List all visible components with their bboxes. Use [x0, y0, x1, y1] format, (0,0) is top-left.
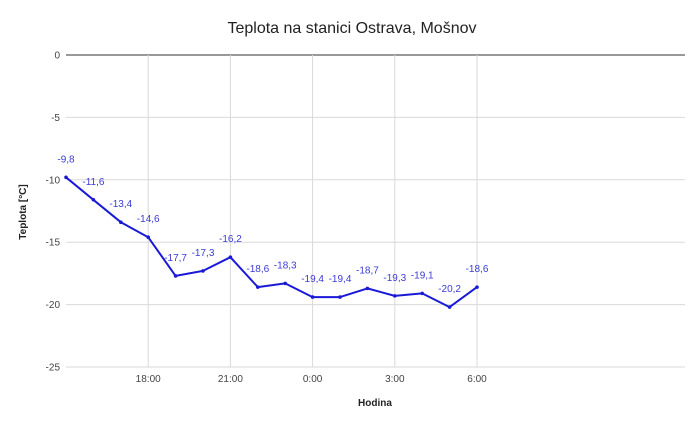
data-label: -13,4: [109, 199, 132, 210]
grid-lines: [66, 54, 685, 368]
chart-title: Teplota na stanici Ostrava, Mošnov: [227, 20, 476, 37]
data-label: -18,7: [356, 265, 379, 276]
data-point: [228, 255, 233, 259]
data-point: [64, 175, 68, 180]
series-line: [65, 176, 478, 309]
data-point: [365, 286, 370, 291]
y-tick-label: 0: [54, 51, 60, 62]
x-tick-label: 21:00: [218, 374, 243, 385]
data-label: -19,4: [301, 274, 324, 285]
data-label: -14,6: [137, 214, 160, 225]
data-point: [173, 274, 178, 278]
x-tick-label: 6:00: [467, 374, 487, 385]
y-tick-label: -15: [46, 238, 61, 249]
data-labels: -9,8-11,6-13,4-14,6-17,7 -17,3-16,2-18,6-…: [57, 154, 488, 295]
data-label: -17,3: [192, 248, 215, 259]
data-label: -18,6: [246, 264, 269, 275]
data-label: -11,6: [82, 177, 104, 188]
y-tick-label: -20: [46, 300, 61, 311]
data-label: -19,3: [383, 273, 406, 284]
data-point: [91, 197, 96, 202]
y-tick-label: -10: [46, 175, 61, 186]
data-label: -16,2: [219, 234, 242, 245]
data-point: [283, 281, 288, 286]
data-point: [119, 220, 123, 225]
y-tick-label: -25: [46, 363, 61, 374]
data-point: [393, 294, 397, 298]
x-tick-label: 3:00: [385, 374, 405, 385]
data-point: [146, 235, 150, 240]
y-tick-label: -5: [51, 113, 60, 124]
x-tick-labels: 18:00 21:00 0:00 3:00 6:00: [136, 374, 487, 385]
x-tick-label: 18:00: [136, 374, 161, 385]
data-label: -17,7: [164, 253, 187, 264]
y-axis-title: Teplota [°C]: [18, 184, 29, 239]
data-point: [420, 291, 425, 296]
x-axis-title: Hodina: [358, 398, 392, 409]
data-label: -18,6: [466, 264, 489, 275]
data-label: -19,1: [411, 270, 434, 281]
series-layer: [64, 175, 479, 309]
data-point: [201, 269, 205, 273]
data-label: -20,2: [438, 284, 461, 295]
data-point: [475, 285, 479, 289]
data-label: -9,8: [57, 154, 75, 165]
data-point: [255, 285, 260, 289]
data-point: [310, 295, 315, 299]
data-label: -18,3: [274, 260, 297, 271]
x-tick-label: 0:00: [303, 374, 323, 385]
data-point: [338, 295, 342, 299]
data-point: [447, 305, 452, 309]
data-label: -19,4: [329, 274, 352, 285]
y-tick-labels: 0 -5 -10 -15 -20 -25: [46, 51, 61, 374]
